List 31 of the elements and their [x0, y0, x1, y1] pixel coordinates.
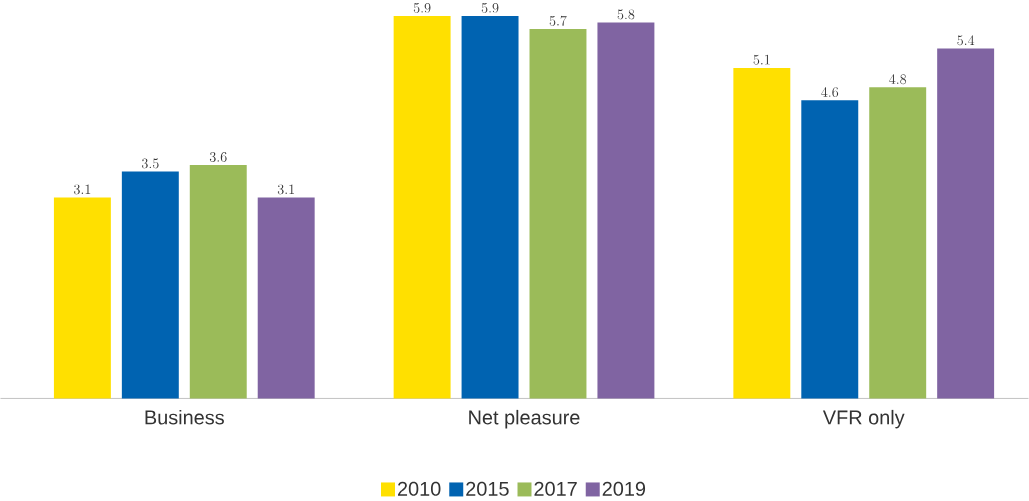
data-label: 5.7 [549, 15, 567, 26]
bar [393, 16, 451, 399]
bar [937, 48, 995, 399]
data-label: 3.6 [209, 152, 227, 162]
data-label: 4.8 [889, 74, 907, 85]
data-label: 5.8 [617, 9, 635, 20]
bar [189, 165, 247, 399]
bar [733, 67, 791, 399]
x-tick-label: VFR only [822, 409, 905, 429]
data-label: 3. 1 [277, 184, 295, 195]
data-label: 5.9 [413, 2, 431, 13]
data-label: 3. 1 [74, 184, 91, 195]
data-label: 4.6 [821, 87, 839, 98]
bar [801, 100, 859, 399]
x-tick-label: Net pleasure [469, 409, 580, 429]
bar [257, 197, 315, 399]
bar [529, 28, 587, 399]
legend-label: 2015 [466, 481, 509, 496]
bar [461, 16, 519, 399]
data-label: 5.9 [481, 2, 499, 13]
data-label: 3.5 [141, 158, 159, 169]
bar [869, 87, 927, 399]
bar [121, 171, 179, 399]
legend-label: 2017 [534, 481, 577, 496]
bar [597, 22, 655, 399]
legend-label: 2010 [397, 481, 441, 496]
data-label: 5. 1 [753, 54, 770, 65]
bar [53, 197, 111, 399]
x-tick-label: Business [145, 409, 224, 425]
data-label: 5.4 [957, 35, 975, 46]
legend-label: 2019 [602, 481, 646, 496]
